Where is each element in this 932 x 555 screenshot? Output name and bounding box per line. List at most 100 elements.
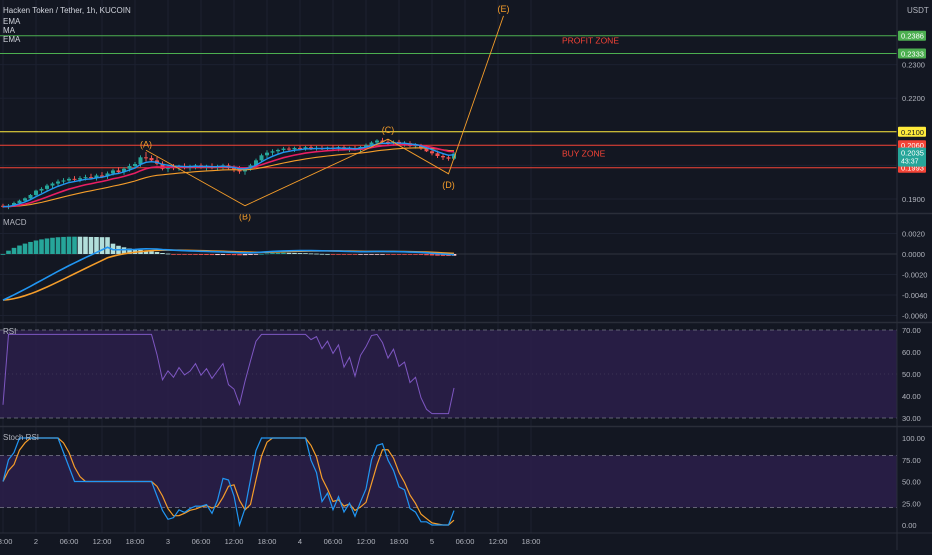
- macd-hist-bar-80: [440, 254, 446, 256]
- candle-body-51: [281, 148, 286, 150]
- macd-hist-bar-62: [341, 254, 347, 255]
- candle-body-2: [12, 203, 16, 206]
- level-badge-2: [898, 126, 926, 137]
- candle-body-5: [28, 194, 33, 199]
- candle-body-10: [56, 181, 60, 184]
- macd-hist-bar-70: [385, 254, 391, 255]
- macd-hist-bar-37: [204, 254, 209, 255]
- stoch-title: Stoch RSI: [3, 433, 39, 442]
- time-tick-2: 06:00: [60, 537, 79, 546]
- macd-hist-bar-82: [451, 254, 457, 256]
- time-axis[interactable]: 18:00 2 06:00 12:00 18:00 3 06:00 12:00 18:00 4 06…: [0, 532, 932, 546]
- zone-label-1: BUY ZONE: [562, 148, 606, 158]
- candle-body-77: [424, 148, 429, 152]
- currency-label[interactable]: USDT: [907, 6, 929, 15]
- indicator-label-ema-2[interactable]: EMA: [3, 35, 21, 44]
- candle-body-4: [23, 198, 27, 201]
- zone-label-0: PROFIT ZONE: [562, 35, 619, 45]
- macd-tick-1: 0.0000: [902, 250, 925, 259]
- macd-hist-bar-31: [171, 254, 176, 255]
- stoch-tick-0: 100.00: [902, 434, 925, 443]
- macd-hist-bar-76: [418, 254, 424, 255]
- zone-labels: PROFIT ZONE BUY ZONE: [562, 35, 619, 158]
- candle-body-68: [375, 140, 379, 143]
- candle-body-49: [270, 151, 275, 153]
- candle-body-27: [149, 158, 154, 161]
- candle-body-55: [303, 147, 308, 149]
- candle-body-79: [435, 153, 440, 156]
- stoch-k-line: [2, 437, 455, 528]
- wave-annotations: (A) (B) (C) (D) (E): [140, 4, 510, 222]
- price-tick-1: 0.2200: [902, 94, 925, 103]
- wave-label-4: (E): [498, 4, 510, 14]
- candle-body-56: [309, 147, 313, 149]
- time-tick-3: 12:00: [93, 537, 112, 546]
- rsi-tick-4: 30.00: [902, 414, 921, 423]
- candle-body-54: [298, 147, 302, 149]
- macd-hist-bar-57: [314, 253, 319, 255]
- macd-hist-bar-49: [270, 253, 275, 254]
- candle-body-48: [265, 152, 269, 156]
- macd-hist-bar-79: [435, 254, 440, 256]
- macd-hist-bar-71: [391, 254, 396, 255]
- macd-hist-bar-6: [33, 240, 39, 254]
- stoch-tick-3: 25.00: [902, 499, 921, 508]
- macd-hist-bar-40: [220, 254, 226, 255]
- macd-hist-bar-56: [308, 253, 314, 255]
- indicator-label-ma[interactable]: MA: [3, 26, 16, 35]
- rsi-tick-2: 50.00: [902, 370, 921, 379]
- macd-hist-bar-65: [358, 254, 363, 255]
- macd-hist-bar-1: [6, 250, 11, 254]
- macd-hist-bar-14: [77, 236, 83, 254]
- macd-hist-bar-16: [88, 236, 94, 254]
- time-tick-14: 06:00: [456, 537, 475, 546]
- candle-body-69: [380, 140, 385, 142]
- bar-countdown-label: 43:37: [901, 159, 919, 166]
- wave-label-0: (A): [140, 139, 152, 149]
- time-tick-6: 06:00: [192, 537, 211, 546]
- macd-hist-bar-55: [303, 253, 308, 254]
- candle-body-29: [160, 163, 165, 169]
- macd-hist-bar-48: [264, 253, 270, 255]
- candle-body-67: [369, 142, 374, 146]
- indicator-label-ema-1[interactable]: EMA: [3, 17, 21, 26]
- stoch-rsi-indicator: [2, 437, 455, 528]
- level-badge-label-2: 0.2100: [901, 128, 924, 137]
- macd-hist-bar-34: [187, 254, 193, 255]
- macd-hist-bar-4: [22, 243, 28, 254]
- macd-hist-bar-13: [72, 236, 77, 254]
- macd-hist-bar-42: [231, 254, 237, 256]
- candle-body-47: [259, 155, 264, 161]
- wave-label-3: (D): [442, 180, 455, 190]
- price-tick-0: 0.2300: [902, 61, 925, 70]
- candle-body-66: [364, 145, 368, 147]
- current-price-badge: [898, 147, 926, 167]
- candle-body-24: [133, 164, 137, 167]
- macd-hist-bar-39: [215, 254, 220, 256]
- time-tick-5: 3: [166, 537, 170, 546]
- macd-hist-bar-2: [11, 247, 17, 254]
- symbol-title[interactable]: Hacken Token / Tether, 1h, KUCOIN: [3, 6, 131, 15]
- time-tick-11: 12:00: [357, 537, 376, 546]
- candle-body-12: [67, 178, 71, 181]
- macd-hist-bar-17: [94, 237, 99, 254]
- macd-hist-bar-51: [281, 252, 286, 254]
- candle-body-42: [232, 168, 236, 170]
- rsi-line: [2, 333, 455, 415]
- macd-hist-bar-47: [259, 253, 264, 255]
- candle-body-26: [144, 157, 148, 159]
- price-axis[interactable]: 0.2300 0.2200 0.1900 0.2386 0.2333 0.2100 0.20…: [896, 0, 932, 550]
- macd-hist-bar-18: [99, 237, 105, 254]
- macd-hist-bar-43: [237, 254, 242, 256]
- macd-hist-bar-67: [369, 254, 374, 255]
- candle-body-78: [430, 151, 434, 154]
- macd-hist-bar-35: [193, 254, 198, 255]
- panel-dividers[interactable]: [0, 212, 932, 428]
- macd-tick-3: -0.0040: [902, 291, 927, 300]
- macd-hist-bar-54: [297, 253, 303, 254]
- time-tick-0: 18:00: [0, 537, 12, 546]
- macd-hist-bar-45: [248, 254, 253, 255]
- time-tick-1: 2: [34, 537, 38, 546]
- price-tick-2: 0.1900: [902, 195, 925, 204]
